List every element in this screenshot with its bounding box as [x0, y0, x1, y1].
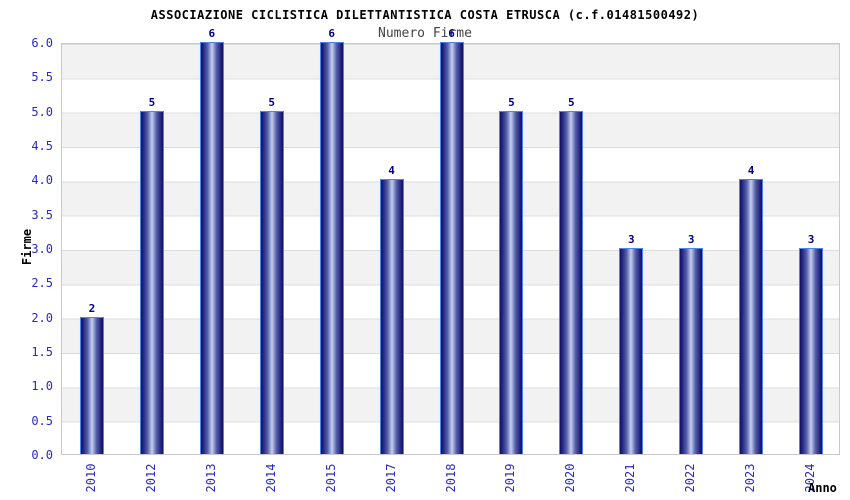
bar — [259, 111, 284, 454]
y-tick-label: 4.0 — [31, 173, 53, 188]
y-tick-label: 5.0 — [31, 104, 53, 119]
x-tick-label: 2019 — [503, 463, 518, 493]
y-axis-tick-labels: 6.0 5.5 5.0 4.5 4.0 3.5 3.0 2.5 2.0 1.5 1.0 0.5 0.0 — [0, 0, 53, 500]
bar-value-label: 2 — [88, 302, 96, 315]
bar — [319, 42, 344, 454]
bar — [679, 248, 704, 454]
bar — [79, 317, 104, 454]
x-tick-label: 2014 — [263, 463, 278, 493]
bar-value-label: 3 — [807, 233, 815, 246]
bar-value-label: 4 — [747, 164, 755, 177]
x-tick-label: 2015 — [323, 463, 338, 493]
bar — [139, 111, 164, 454]
chart-subtitle: Numero Firme — [378, 26, 472, 41]
bar — [739, 179, 764, 454]
bar-value-label: 5 — [268, 96, 276, 109]
bar-value-label: 3 — [627, 233, 635, 246]
bar — [559, 111, 584, 454]
y-tick-label: 3.0 — [31, 242, 53, 256]
bar-value-label: 6 — [208, 27, 216, 40]
x-tick-label: 2013 — [203, 463, 218, 493]
x-tick-label: 2017 — [383, 463, 398, 493]
bar-value-label: 6 — [448, 27, 455, 40]
x-tick-label: 2022 — [683, 463, 698, 493]
bar-value-label: 6 — [328, 27, 335, 40]
bar-value-label: 3 — [687, 233, 695, 246]
x-tick-label: 2018 — [443, 463, 458, 493]
bar-value-label: 5 — [508, 96, 515, 109]
y-tick-label: 1.5 — [31, 345, 53, 359]
bar-value-label: 5 — [568, 96, 575, 109]
bar — [439, 42, 464, 454]
x-axis-title: Anno — [808, 481, 837, 495]
x-tick-label: 2021 — [623, 463, 638, 493]
bar — [619, 248, 644, 454]
bar — [199, 42, 224, 454]
y-tick-label: 0.5 — [31, 413, 53, 428]
bar-value-label: 5 — [148, 96, 156, 109]
x-tick-label: 2010 — [83, 463, 98, 493]
bar-value-label: 4 — [388, 164, 395, 177]
y-tick-label: 2.5 — [31, 276, 53, 291]
y-tick-label: 1.0 — [31, 379, 53, 394]
y-tick-label: 4.5 — [31, 139, 53, 153]
y-tick-label: 2.0 — [31, 310, 53, 325]
bar — [499, 111, 524, 454]
y-tick-label: 6.0 — [31, 36, 53, 50]
y-tick-label: 5.5 — [31, 70, 53, 85]
bar — [799, 248, 824, 454]
y-tick-label: 0.0 — [31, 448, 53, 462]
x-tick-label: 2012 — [143, 463, 158, 493]
plot-area: 2 5 6 5 6 4 6 5 5 3 3 4 3 — [61, 27, 840, 455]
x-tick-label: 2020 — [563, 463, 578, 493]
bar — [379, 179, 404, 454]
y-tick-label: 3.5 — [31, 207, 53, 222]
chart-title: ASSOCIAZIONE CICLISTICA DILETTANTISTICA … — [150, 8, 700, 22]
x-tick-label: 2023 — [743, 463, 758, 493]
